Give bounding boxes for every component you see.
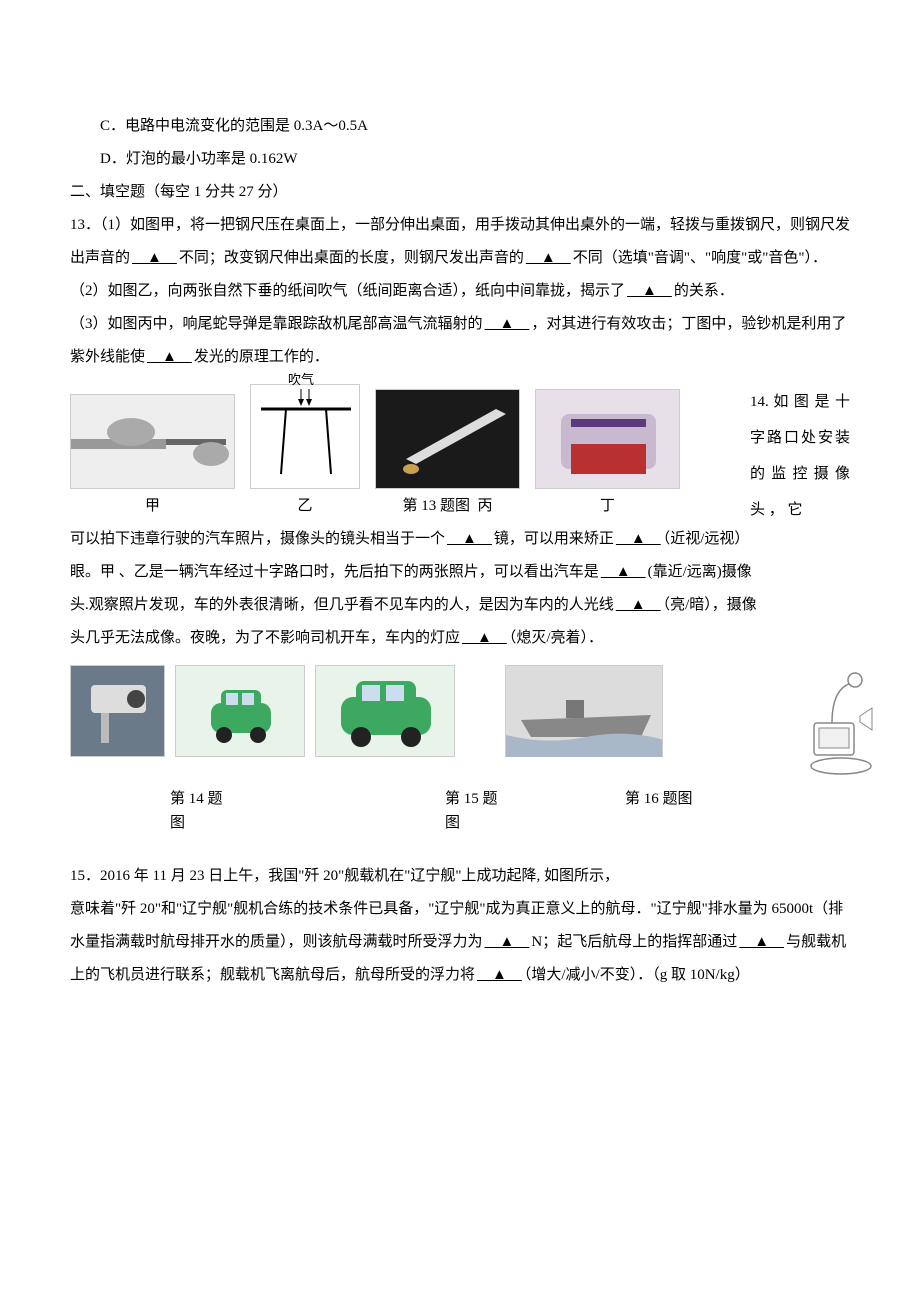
q14-part1: 可以拍下违章行驶的汽车照片，摄像头的镜头相当于一个 bbox=[70, 531, 445, 547]
q13-part2: 不同；改变钢尺伸出桌面的长度，则钢尺发出声音的 bbox=[179, 250, 524, 266]
fig-car2-image bbox=[315, 665, 455, 757]
carrier-icon bbox=[506, 665, 662, 757]
q14-body: 可以拍下违章行驶的汽车照片，摄像头的镜头相当于一个 ▲ 镜，可以用来矫正 ▲ （… bbox=[70, 523, 850, 655]
q15-line1: 15．2016 年 11 月 23 日上午，我国"歼 20"舰载机在"辽宁舰"上… bbox=[70, 860, 850, 893]
q16-device-image bbox=[802, 668, 880, 778]
option-c: C．电路中电流变化的范围是 0.3A～0.5A bbox=[70, 110, 850, 143]
ruler-hand-icon bbox=[71, 394, 234, 489]
fig-camera-image bbox=[70, 665, 165, 757]
q14-blank1: ▲ bbox=[445, 531, 494, 547]
q13-part4: （2）如图乙，向两张自然下垂的纸间吹气（纸间距离合适），纸向中间靠拢，揭示了 bbox=[70, 283, 625, 299]
q13-part5: 的关系． bbox=[674, 283, 734, 299]
q14-blank4: ▲ bbox=[614, 597, 663, 613]
q15-blank1: ▲ bbox=[483, 934, 532, 950]
fig-q13tu-label: 第 13 题图 丙 bbox=[402, 495, 492, 518]
q13-part3: 不同（选填"音调"、"响度"或"音色"）． bbox=[573, 250, 827, 266]
fig-ding-label: 丁 bbox=[600, 495, 615, 518]
q15-part5: （增大/减小/不变）．（g 取 10N/kg） bbox=[524, 967, 750, 983]
fig-yi-label: 乙 bbox=[297, 495, 312, 518]
paper-blow-icon bbox=[251, 384, 359, 489]
fig-car1-image bbox=[175, 665, 305, 757]
q15-blank2: ▲ bbox=[737, 934, 786, 950]
label-15: 第 15 题 图 bbox=[445, 787, 525, 835]
fig-jia-image bbox=[70, 394, 235, 489]
fig-yi-block: 吹气 乙 bbox=[250, 384, 360, 518]
fig-ship-image bbox=[505, 665, 663, 757]
q14-blank2: ▲ bbox=[614, 531, 663, 547]
q13tu-text: 第 13 题图 bbox=[402, 498, 470, 514]
q13-p1: 13．（1）如图甲，将一把钢尺压在桌面上，一部分伸出桌面，用手拨动其伸出桌外的一… bbox=[70, 209, 850, 275]
q14-row-wrapper: 甲 吹气 乙 bbox=[70, 384, 850, 518]
fig-ding-block: 丁 bbox=[535, 389, 680, 518]
q13-blank4: ▲ bbox=[483, 316, 532, 332]
money-detector-icon bbox=[536, 389, 679, 489]
q14-blank3: ▲ bbox=[599, 564, 648, 580]
q14-part6: （熄灭/亮着）． bbox=[509, 630, 603, 646]
figure-label-row: 第 14 题 图 第 15 题 图 第 16 题图 bbox=[70, 787, 850, 835]
fig-bing-block: 第 13 题图 丙 bbox=[375, 389, 520, 518]
q14-part2: 镜，可以用来矫正 bbox=[494, 531, 614, 547]
camera-device-icon bbox=[802, 668, 880, 778]
q13-part8: 发光的原理工作的． bbox=[194, 349, 329, 365]
missile-icon bbox=[376, 389, 519, 489]
q13-blank1: ▲ bbox=[130, 250, 179, 266]
cctv-icon bbox=[71, 665, 164, 757]
label-14: 第 14 题 图 bbox=[170, 787, 250, 835]
fig-yi-image bbox=[250, 384, 360, 489]
q15-body: 意味着"歼 20"和"辽宁舰"舰机合练的技术条件已具备，"辽宁舰"成为真正意义上… bbox=[70, 893, 850, 992]
bing-text: 丙 bbox=[478, 498, 493, 514]
q13-p3: （3）如图丙中，响尾蛇导弹是靠跟踪敌机尾部高温气流辐射的 ▲ ，对其进行有效攻击… bbox=[70, 308, 850, 374]
q15-part3: N；起飞后航母上的指挥部通过 bbox=[531, 934, 737, 950]
chui-label: 吹气 bbox=[288, 366, 314, 395]
car-large-icon bbox=[316, 665, 454, 757]
q13-blank2: ▲ bbox=[524, 250, 573, 266]
q13-figures: 甲 吹气 乙 bbox=[70, 384, 710, 518]
q14-body-wrapper: 可以拍下违章行驶的汽车照片，摄像头的镜头相当于一个 ▲ 镜，可以用来矫正 ▲ （… bbox=[70, 523, 850, 655]
car-small-icon bbox=[176, 665, 304, 757]
q14-side-text: 14. 如 图 是 十字路口处安装的 监 控 摄 像头 ， 它 bbox=[750, 384, 850, 528]
q14-blank5: ▲ bbox=[460, 630, 509, 646]
q13-blank3: ▲ bbox=[625, 283, 674, 299]
q14-figures bbox=[70, 665, 850, 757]
q13-part6: （3）如图丙中，响尾蛇导弹是靠跟踪敌机尾部高温气流辐射的 bbox=[70, 316, 483, 332]
fig-jia-label: 甲 bbox=[145, 495, 160, 518]
q13-blank5: ▲ bbox=[145, 349, 194, 365]
option-d: D．灯泡的最小功率是 0.162W bbox=[70, 143, 850, 176]
fig-jia-block: 甲 bbox=[70, 394, 235, 518]
q13-p2: （2）如图乙，向两张自然下垂的纸间吹气（纸间距离合适），纸向中间靠拢，揭示了 ▲… bbox=[70, 275, 850, 308]
q15-blank3: ▲ bbox=[475, 967, 524, 983]
section-title: 二、填空题（每空 1 分共 27 分） bbox=[70, 176, 850, 209]
fig-bing-image bbox=[375, 389, 520, 489]
fig-ding-image bbox=[535, 389, 680, 489]
label-16: 第 16 题图 bbox=[625, 787, 693, 811]
